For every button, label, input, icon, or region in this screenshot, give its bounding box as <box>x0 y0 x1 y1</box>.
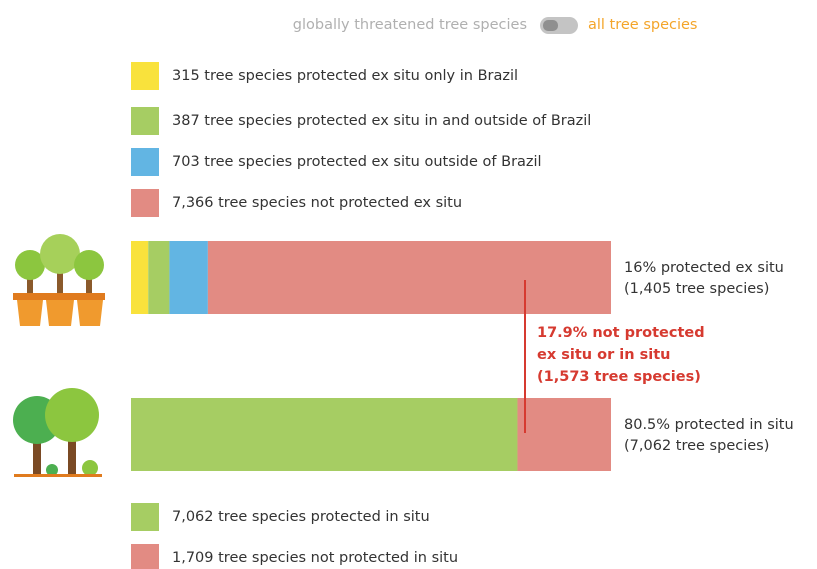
annotation-text: (1,573 tree species) <box>537 369 701 385</box>
legend-swatch <box>131 148 159 176</box>
legend-label: 7,062 tree species protected in situ <box>172 509 430 525</box>
legend-label: 7,366 tree species not protected ex situ <box>172 195 462 211</box>
ex-situ-icon <box>13 234 105 326</box>
legend-label: 703 tree species protected ex situ outsi… <box>172 154 542 170</box>
legend-label: 387 tree species protected ex situ in an… <box>172 113 591 129</box>
bar-segment <box>148 241 170 314</box>
legend-swatch <box>131 544 159 569</box>
toggle-right-label[interactable]: all tree species <box>588 17 698 33</box>
legend-swatch <box>131 503 159 531</box>
bar-segment <box>131 241 149 314</box>
legend-label: 315 tree species protected ex situ only … <box>172 68 518 84</box>
legend-label: 1,709 tree species not protected in situ <box>172 550 458 566</box>
bar-segment <box>169 241 208 314</box>
bar-segment <box>517 398 611 471</box>
bar-label: (1,405 tree species) <box>624 281 769 297</box>
legend-swatch <box>131 62 159 90</box>
bar-label: (7,062 tree species) <box>624 438 769 454</box>
bar-label: 80.5% protected in situ <box>624 417 794 433</box>
bar-segment <box>131 398 518 471</box>
bar-label: 16% protected ex situ <box>624 260 784 276</box>
toggle-left-label[interactable]: globally threatened tree species <box>293 17 527 33</box>
annotation-text: 17.9% not protected <box>537 325 705 341</box>
legend-swatch <box>131 189 159 217</box>
toggle-knob <box>543 20 558 31</box>
annotation-text: ex situ or in situ <box>537 347 671 363</box>
bar-segment <box>207 241 611 314</box>
in-situ-icon <box>13 388 102 477</box>
legend-swatch <box>131 107 159 135</box>
